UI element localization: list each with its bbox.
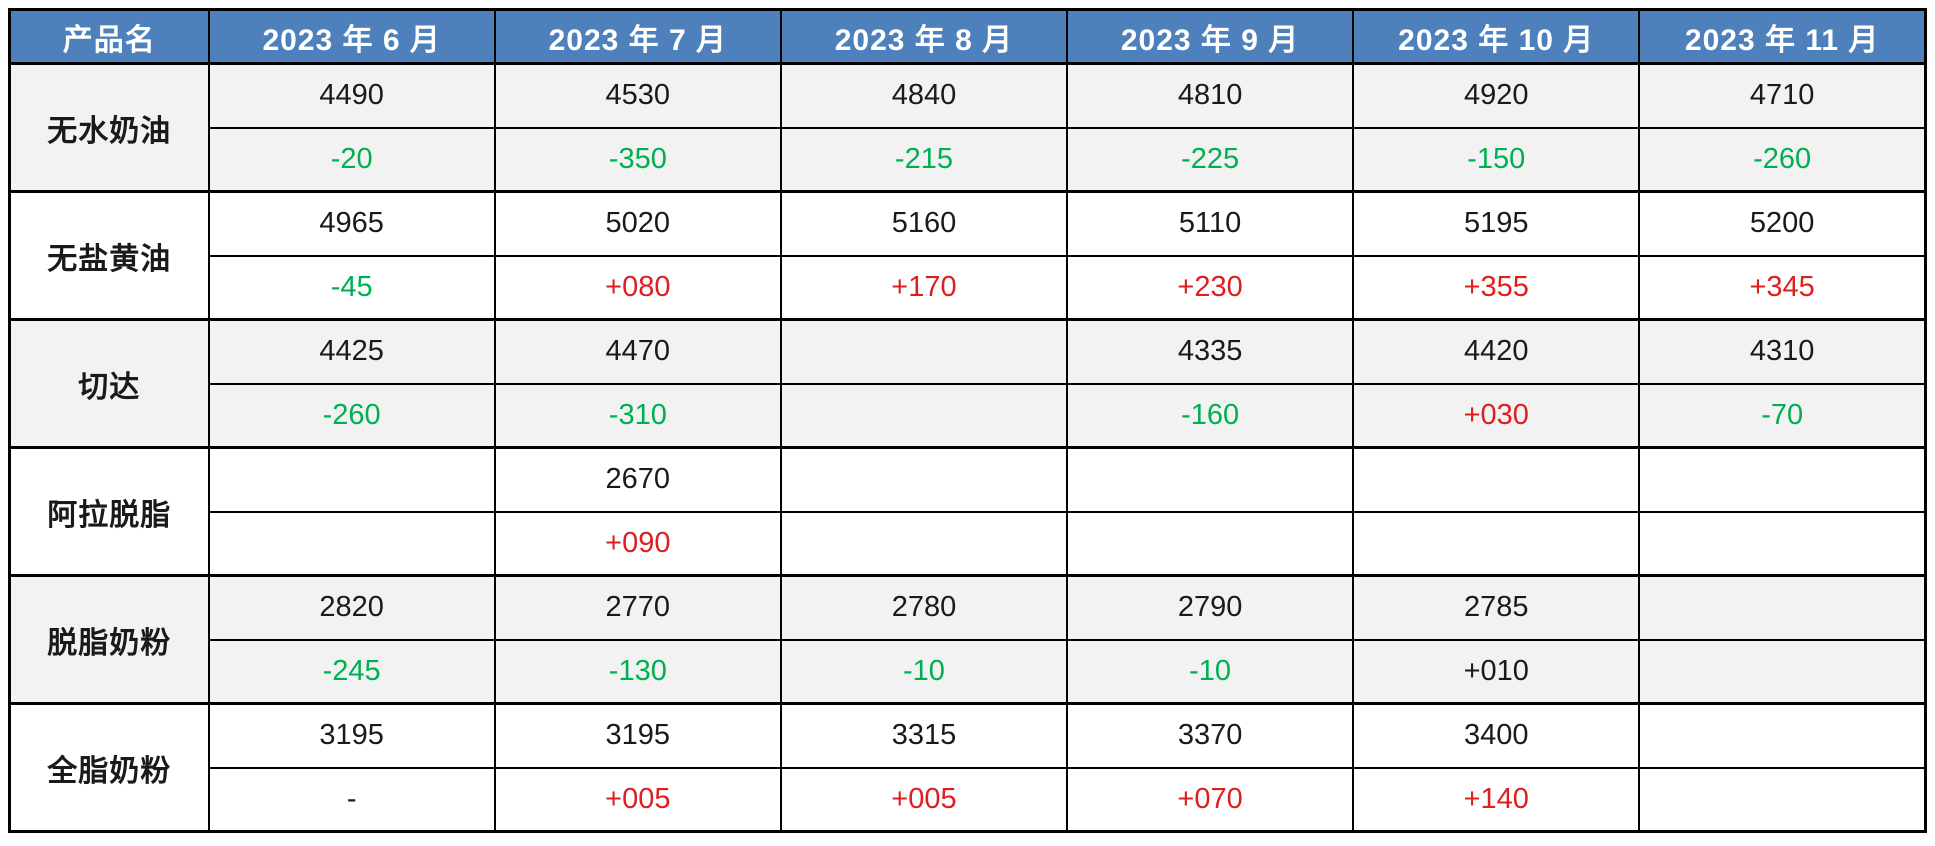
price-cell: [1638, 446, 1927, 513]
price-cell: 2770: [493, 574, 782, 641]
change-cell: -245: [207, 638, 496, 705]
price-cell: 2790: [1066, 574, 1355, 641]
price-cell: 5195: [1352, 190, 1641, 257]
column-header-jul: 2023 年 7 月: [493, 8, 782, 65]
price-cell: 2820: [207, 574, 496, 641]
change-cell: -10: [779, 638, 1069, 705]
change-cell: +070: [1066, 766, 1355, 833]
change-cell: +345: [1638, 254, 1927, 321]
price-cell: 2785: [1352, 574, 1641, 641]
change-cell: -225: [1066, 126, 1355, 193]
price-cell: [779, 318, 1069, 385]
change-cell: +030: [1352, 382, 1641, 449]
price-cell: 4490: [207, 62, 496, 129]
change-cell: [779, 382, 1069, 449]
change-cell: -260: [207, 382, 496, 449]
price-cell: 4420: [1352, 318, 1641, 385]
change-cell: [779, 510, 1069, 577]
table-row: 阿拉脱脂 2670: [8, 446, 1927, 577]
change-cell: [1352, 510, 1641, 577]
price-cell: 5110: [1066, 190, 1355, 257]
change-cell: -: [207, 766, 496, 833]
price-cell: 4530: [493, 62, 782, 129]
price-cell: 3195: [493, 702, 782, 769]
change-cell: +090: [493, 510, 782, 577]
product-name-cell: 无水奶油: [8, 62, 210, 193]
price-cell: 2780: [779, 574, 1069, 641]
product-name-cell: 无盐黄油: [8, 190, 210, 321]
price-cell: 2670: [493, 446, 782, 513]
price-cell: 4840: [779, 62, 1069, 129]
change-cell: +005: [493, 766, 782, 833]
table-row: -45 +080 +170 +230 +355 +345: [10, 254, 1927, 321]
price-cell: 4965: [207, 190, 496, 257]
change-cell: -160: [1066, 382, 1355, 449]
product-name-cell: 脱脂奶粉: [8, 574, 210, 705]
change-cell: -215: [779, 126, 1069, 193]
table-row: 无水奶油 4490 4530 4840 4810 4920 4710: [8, 62, 1927, 193]
change-cell: -350: [493, 126, 782, 193]
price-cell: 5160: [779, 190, 1069, 257]
price-cell: [1638, 702, 1927, 769]
price-table: 产品名 2023 年 6 月 2023 年 7 月 2023 年 8 月 202…: [8, 8, 1927, 833]
change-cell: [1066, 510, 1355, 577]
table-row: +090: [10, 510, 1927, 577]
price-cell: [1066, 446, 1355, 513]
table-row: -20 -350 -215 -225 -150 -260: [10, 126, 1927, 193]
price-cell: 5020: [493, 190, 782, 257]
table-row: -260 -310 -160 +030 -70: [10, 382, 1927, 449]
change-cell: -260: [1638, 126, 1927, 193]
column-header-nov: 2023 年 11 月: [1638, 8, 1927, 65]
change-cell: [1638, 638, 1927, 705]
change-cell: -70: [1638, 382, 1927, 449]
change-cell: -10: [1066, 638, 1355, 705]
column-header-product: 产品名: [8, 8, 210, 65]
price-cell: 4310: [1638, 318, 1927, 385]
price-cell: [779, 446, 1069, 513]
price-cell: [1638, 574, 1927, 641]
column-header-aug: 2023 年 8 月: [779, 8, 1069, 65]
price-cell: 4335: [1066, 318, 1355, 385]
column-header-jun: 2023 年 6 月: [207, 8, 496, 65]
price-cell: [207, 446, 496, 513]
product-name-cell: 阿拉脱脂: [8, 446, 210, 577]
change-cell: -310: [493, 382, 782, 449]
change-cell: +005: [779, 766, 1069, 833]
product-name-cell: 切达: [8, 318, 210, 449]
price-cell: 4920: [1352, 62, 1641, 129]
change-cell: +230: [1066, 254, 1355, 321]
price-cell: 3315: [779, 702, 1069, 769]
price-cell: 4425: [207, 318, 496, 385]
column-header-oct: 2023 年 10 月: [1352, 8, 1641, 65]
change-cell: +355: [1352, 254, 1641, 321]
change-cell: +140: [1352, 766, 1641, 833]
header-row: 产品名 2023 年 6 月 2023 年 7 月 2023 年 8 月 202…: [8, 8, 1927, 65]
change-cell: [207, 510, 496, 577]
price-cell: 4470: [493, 318, 782, 385]
price-cell: 4710: [1638, 62, 1927, 129]
price-cell: [1352, 446, 1641, 513]
change-cell: [1638, 766, 1927, 833]
price-cell: 5200: [1638, 190, 1927, 257]
product-name-cell: 全脂奶粉: [8, 702, 210, 833]
table-row: 全脂奶粉 3195 3195 3315 3370 3400: [8, 702, 1927, 833]
change-cell: -45: [207, 254, 496, 321]
change-cell: +010: [1352, 638, 1641, 705]
table-row: 切达 4425 4470 4335 4420 4310: [8, 318, 1927, 449]
change-cell: +080: [493, 254, 782, 321]
column-header-sep: 2023 年 9 月: [1066, 8, 1355, 65]
price-cell: 3370: [1066, 702, 1355, 769]
table-row: 脱脂奶粉 2820 2770 2780 2790 2785: [8, 574, 1927, 705]
table-row: -245 -130 -10 -10 +010: [10, 638, 1927, 705]
table-row: - +005 +005 +070 +140: [10, 766, 1927, 833]
change-cell: -150: [1352, 126, 1641, 193]
change-cell: -20: [207, 126, 496, 193]
change-cell: [1638, 510, 1927, 577]
price-cell: 3400: [1352, 702, 1641, 769]
table-row: 无盐黄油 4965 5020 5160 5110 5195 5200: [8, 190, 1927, 321]
price-cell: 3195: [207, 702, 496, 769]
price-cell: 4810: [1066, 62, 1355, 129]
change-cell: -130: [493, 638, 782, 705]
change-cell: +170: [779, 254, 1069, 321]
